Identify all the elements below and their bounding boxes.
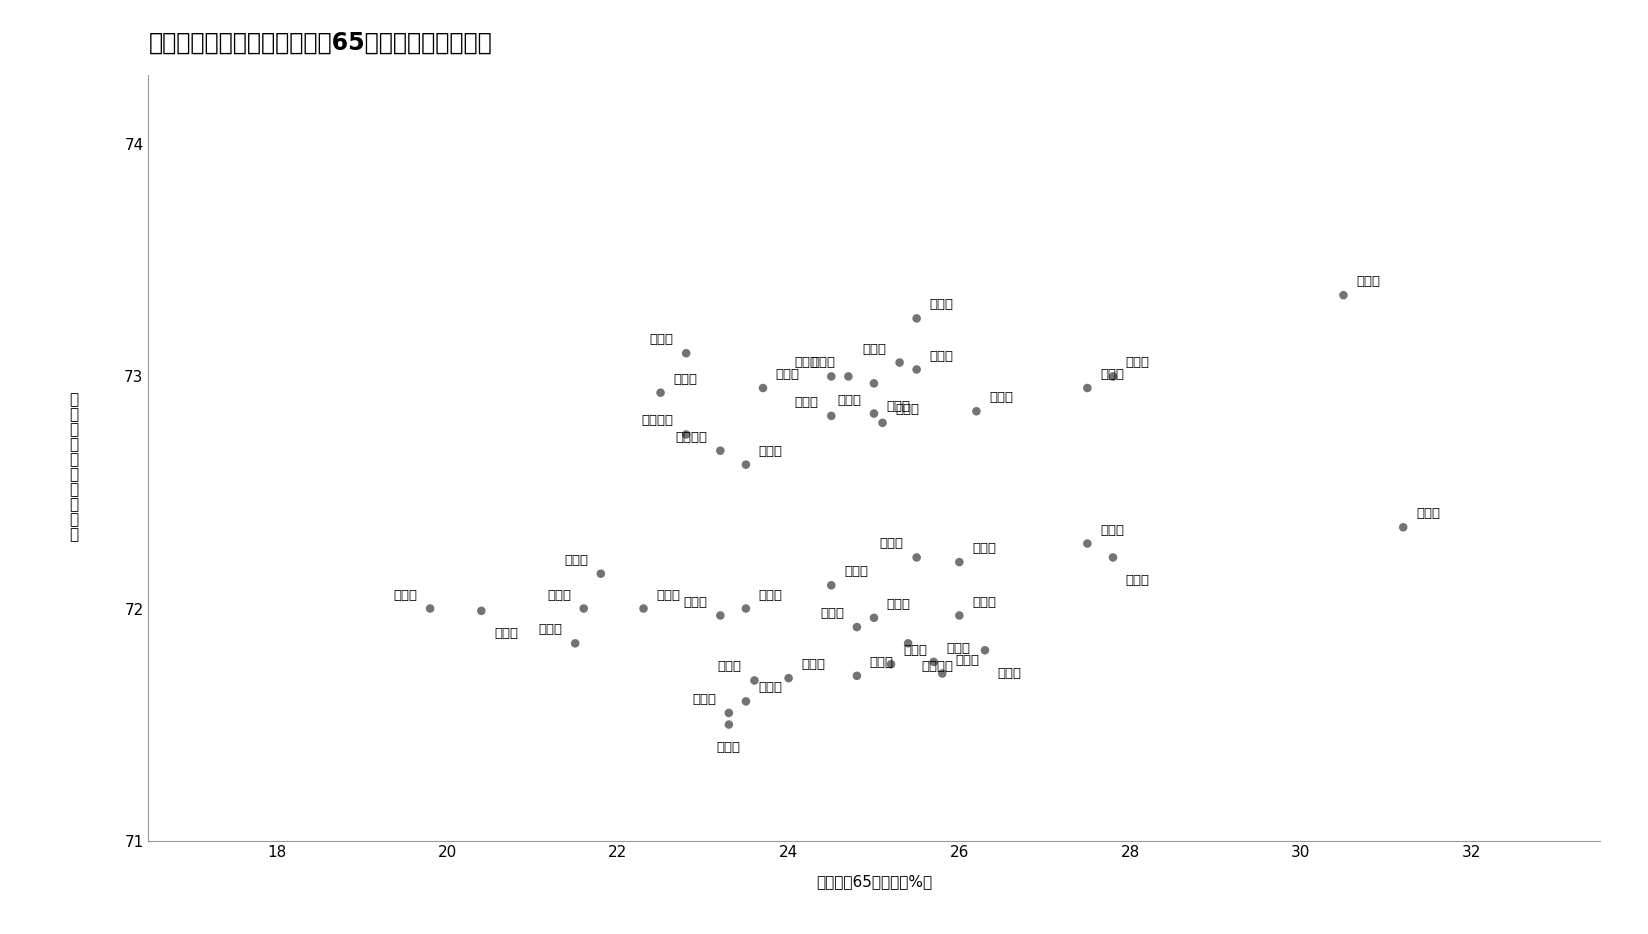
Point [817, 578, 844, 593]
Point [817, 369, 844, 384]
Text: 福井県: 福井県 [1126, 357, 1149, 370]
Point [672, 427, 699, 442]
Point [928, 666, 954, 681]
Text: 京都府: 京都府 [997, 667, 1022, 680]
Point [1330, 288, 1356, 303]
Text: 埼玉県: 埼玉県 [929, 299, 953, 311]
Text: 健康寿命（男性）と有業率（65歳以上）の相関関係: 健康寿命（男性）と有業率（65歳以上）の相関関係 [148, 31, 491, 55]
Point [887, 355, 913, 370]
Point [562, 636, 588, 651]
Text: 秋田県: 秋田県 [717, 741, 740, 754]
Text: 新潟県: 新潟県 [649, 333, 672, 347]
Point [860, 406, 887, 421]
Point [903, 311, 929, 326]
Text: 島根県: 島根県 [887, 598, 910, 611]
Text: 徳島県: 徳島県 [692, 693, 715, 706]
Text: 広島県: 広島県 [844, 565, 867, 578]
Text: 鹿児島県: 鹿児島県 [641, 415, 672, 428]
Text: 愛知県: 愛知県 [862, 343, 887, 356]
Point [903, 362, 929, 377]
Text: 兵庫県: 兵庫県 [564, 554, 588, 567]
Point [630, 601, 656, 616]
Text: 東京都: 東京都 [1126, 573, 1149, 587]
Text: 栃木県: 栃木県 [1099, 524, 1124, 536]
Point [715, 717, 742, 732]
Point [1099, 550, 1126, 565]
Text: 大阪府: 大阪府 [547, 588, 570, 601]
Point [1073, 380, 1099, 395]
Point [707, 444, 733, 459]
Text: 長野県: 長野県 [1416, 507, 1439, 520]
Text: 長崎県: 長崎県 [684, 596, 707, 609]
Text: 神奈川県: 神奈川県 [676, 431, 707, 444]
Text: 健
康
寿
命
（
男
性
　
歳
）: 健 康 寿 命 （ 男 性 歳 ） [69, 392, 79, 542]
Text: 宮城県: 宮城県 [672, 373, 697, 386]
Text: 滋賀県: 滋賀県 [775, 368, 799, 381]
Point [844, 669, 870, 684]
Text: 高知県: 高知県 [895, 403, 918, 416]
Point [903, 550, 929, 565]
Text: 北海道: 北海道 [494, 627, 517, 640]
Point [946, 608, 972, 623]
Point [715, 705, 742, 720]
Point [877, 657, 903, 672]
Point [707, 608, 733, 623]
Point [1389, 520, 1416, 535]
Point [648, 385, 674, 400]
Text: 三重県: 三重県 [819, 607, 844, 620]
Point [946, 555, 972, 570]
Point [775, 671, 801, 686]
Point [742, 673, 768, 688]
Text: 愛媛県: 愛媛県 [758, 682, 783, 694]
Text: 岐阜県: 岐阜県 [1099, 368, 1124, 381]
Point [868, 416, 895, 431]
Point [844, 619, 870, 634]
Text: 石川県: 石川県 [887, 400, 910, 413]
Point [962, 403, 989, 418]
Text: 茨城県: 茨城県 [929, 349, 953, 362]
Text: 香川県: 香川県 [811, 357, 836, 370]
Text: 福岡県: 福岡県 [656, 588, 681, 601]
Point [750, 380, 776, 395]
Point [732, 694, 758, 709]
Point [570, 601, 597, 616]
Point [860, 610, 887, 625]
Point [834, 369, 860, 384]
Text: 静岡県: 静岡県 [989, 391, 1012, 404]
Text: 山梨県: 山梨県 [1355, 276, 1379, 289]
Text: 佐賀県: 佐賀県 [946, 642, 971, 655]
Text: 富山県: 富山県 [794, 357, 817, 370]
Text: 奈良県: 奈良県 [539, 623, 562, 636]
Point [672, 346, 699, 361]
Text: 大分県: 大分県 [801, 658, 826, 672]
Text: 山形県: 山形県 [837, 393, 860, 406]
Point [468, 603, 494, 618]
Text: 群馬県: 群馬県 [880, 537, 903, 550]
Point [920, 655, 946, 670]
Point [895, 636, 921, 651]
Point [587, 566, 613, 581]
Point [971, 643, 997, 658]
Text: 熊本県: 熊本県 [717, 660, 742, 673]
Point [1099, 369, 1126, 384]
Point [1073, 536, 1099, 551]
Text: 宮崎県: 宮崎県 [972, 542, 995, 555]
Text: 和歌山県: 和歌山県 [920, 659, 953, 672]
Text: 福島県: 福島県 [903, 644, 928, 658]
Text: 岡山県: 岡山県 [758, 588, 783, 601]
Text: 鳥取県: 鳥取県 [954, 654, 979, 667]
Point [732, 601, 758, 616]
Text: 沖縄県: 沖縄県 [394, 588, 417, 601]
Point [860, 375, 887, 390]
Text: 青森県: 青森県 [868, 656, 893, 669]
X-axis label: 有業率（65歳以上、%）: 有業率（65歳以上、%） [816, 874, 931, 889]
Text: 千葉県: 千葉県 [794, 396, 817, 409]
Point [732, 457, 758, 472]
Point [417, 601, 443, 616]
Text: 山口県: 山口県 [758, 445, 783, 458]
Point [817, 408, 844, 423]
Text: 岩手県: 岩手県 [972, 596, 995, 609]
